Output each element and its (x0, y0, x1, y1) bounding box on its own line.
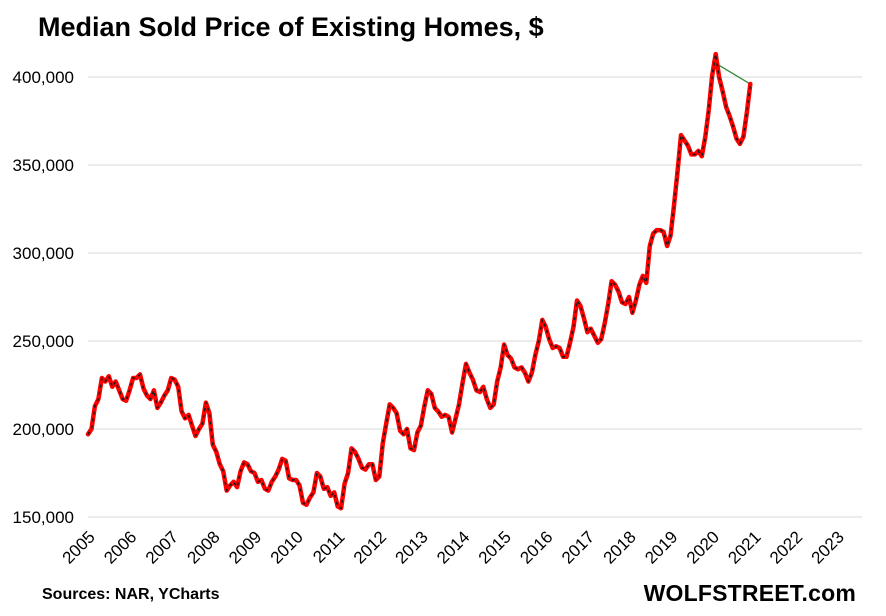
series-marker-line (87, 53, 752, 509)
x-tick-label: 2014 (433, 527, 473, 567)
x-tick-label: 2007 (142, 527, 182, 567)
x-tick-label: 2023 (808, 527, 848, 567)
series-group (85, 51, 753, 511)
y-tick-label: 300,000 (13, 244, 74, 263)
x-tick-label: 2018 (600, 527, 640, 567)
x-tick-label: 2006 (100, 527, 140, 567)
y-tick-label: 150,000 (13, 508, 74, 527)
x-tick-label: 2013 (392, 527, 432, 567)
x-tick-label: 2016 (516, 527, 556, 567)
x-tick-label: 2021 (724, 527, 764, 567)
x-tick-label: 2017 (558, 527, 598, 567)
source-note: Sources: NAR, YCharts (42, 586, 220, 603)
chart-title: Median Sold Price of Existing Homes, $ (38, 12, 544, 42)
y-axis: 150,000 200,000 250,000 300,000 350,000 400,0… (13, 68, 74, 527)
y-tick-label: 400,000 (13, 68, 74, 87)
x-tick-label: 2009 (225, 527, 265, 567)
x-tick-label: 2005 (59, 527, 99, 567)
x-tick-label: 2015 (475, 527, 515, 567)
x-tick-label: 2019 (641, 527, 681, 567)
x-tick-label: 2022 (766, 527, 806, 567)
series-line (85, 51, 753, 511)
x-tick-label: 2008 (183, 527, 223, 567)
y-tick-label: 350,000 (13, 156, 74, 175)
y-tick-label: 200,000 (13, 420, 74, 439)
x-axis: 2005 2006 2007 2008 2009 2010 2011 2012 2013 2014… (59, 527, 848, 567)
brand-logo: WOLFSTREET.com (643, 580, 856, 606)
y-tick-label: 250,000 (13, 332, 74, 351)
x-tick-label: 2010 (267, 527, 307, 567)
x-tick-label: 2011 (309, 527, 348, 566)
x-tick-label: 2020 (683, 527, 723, 567)
gridlines (88, 76, 862, 518)
x-tick-label: 2012 (350, 527, 390, 567)
